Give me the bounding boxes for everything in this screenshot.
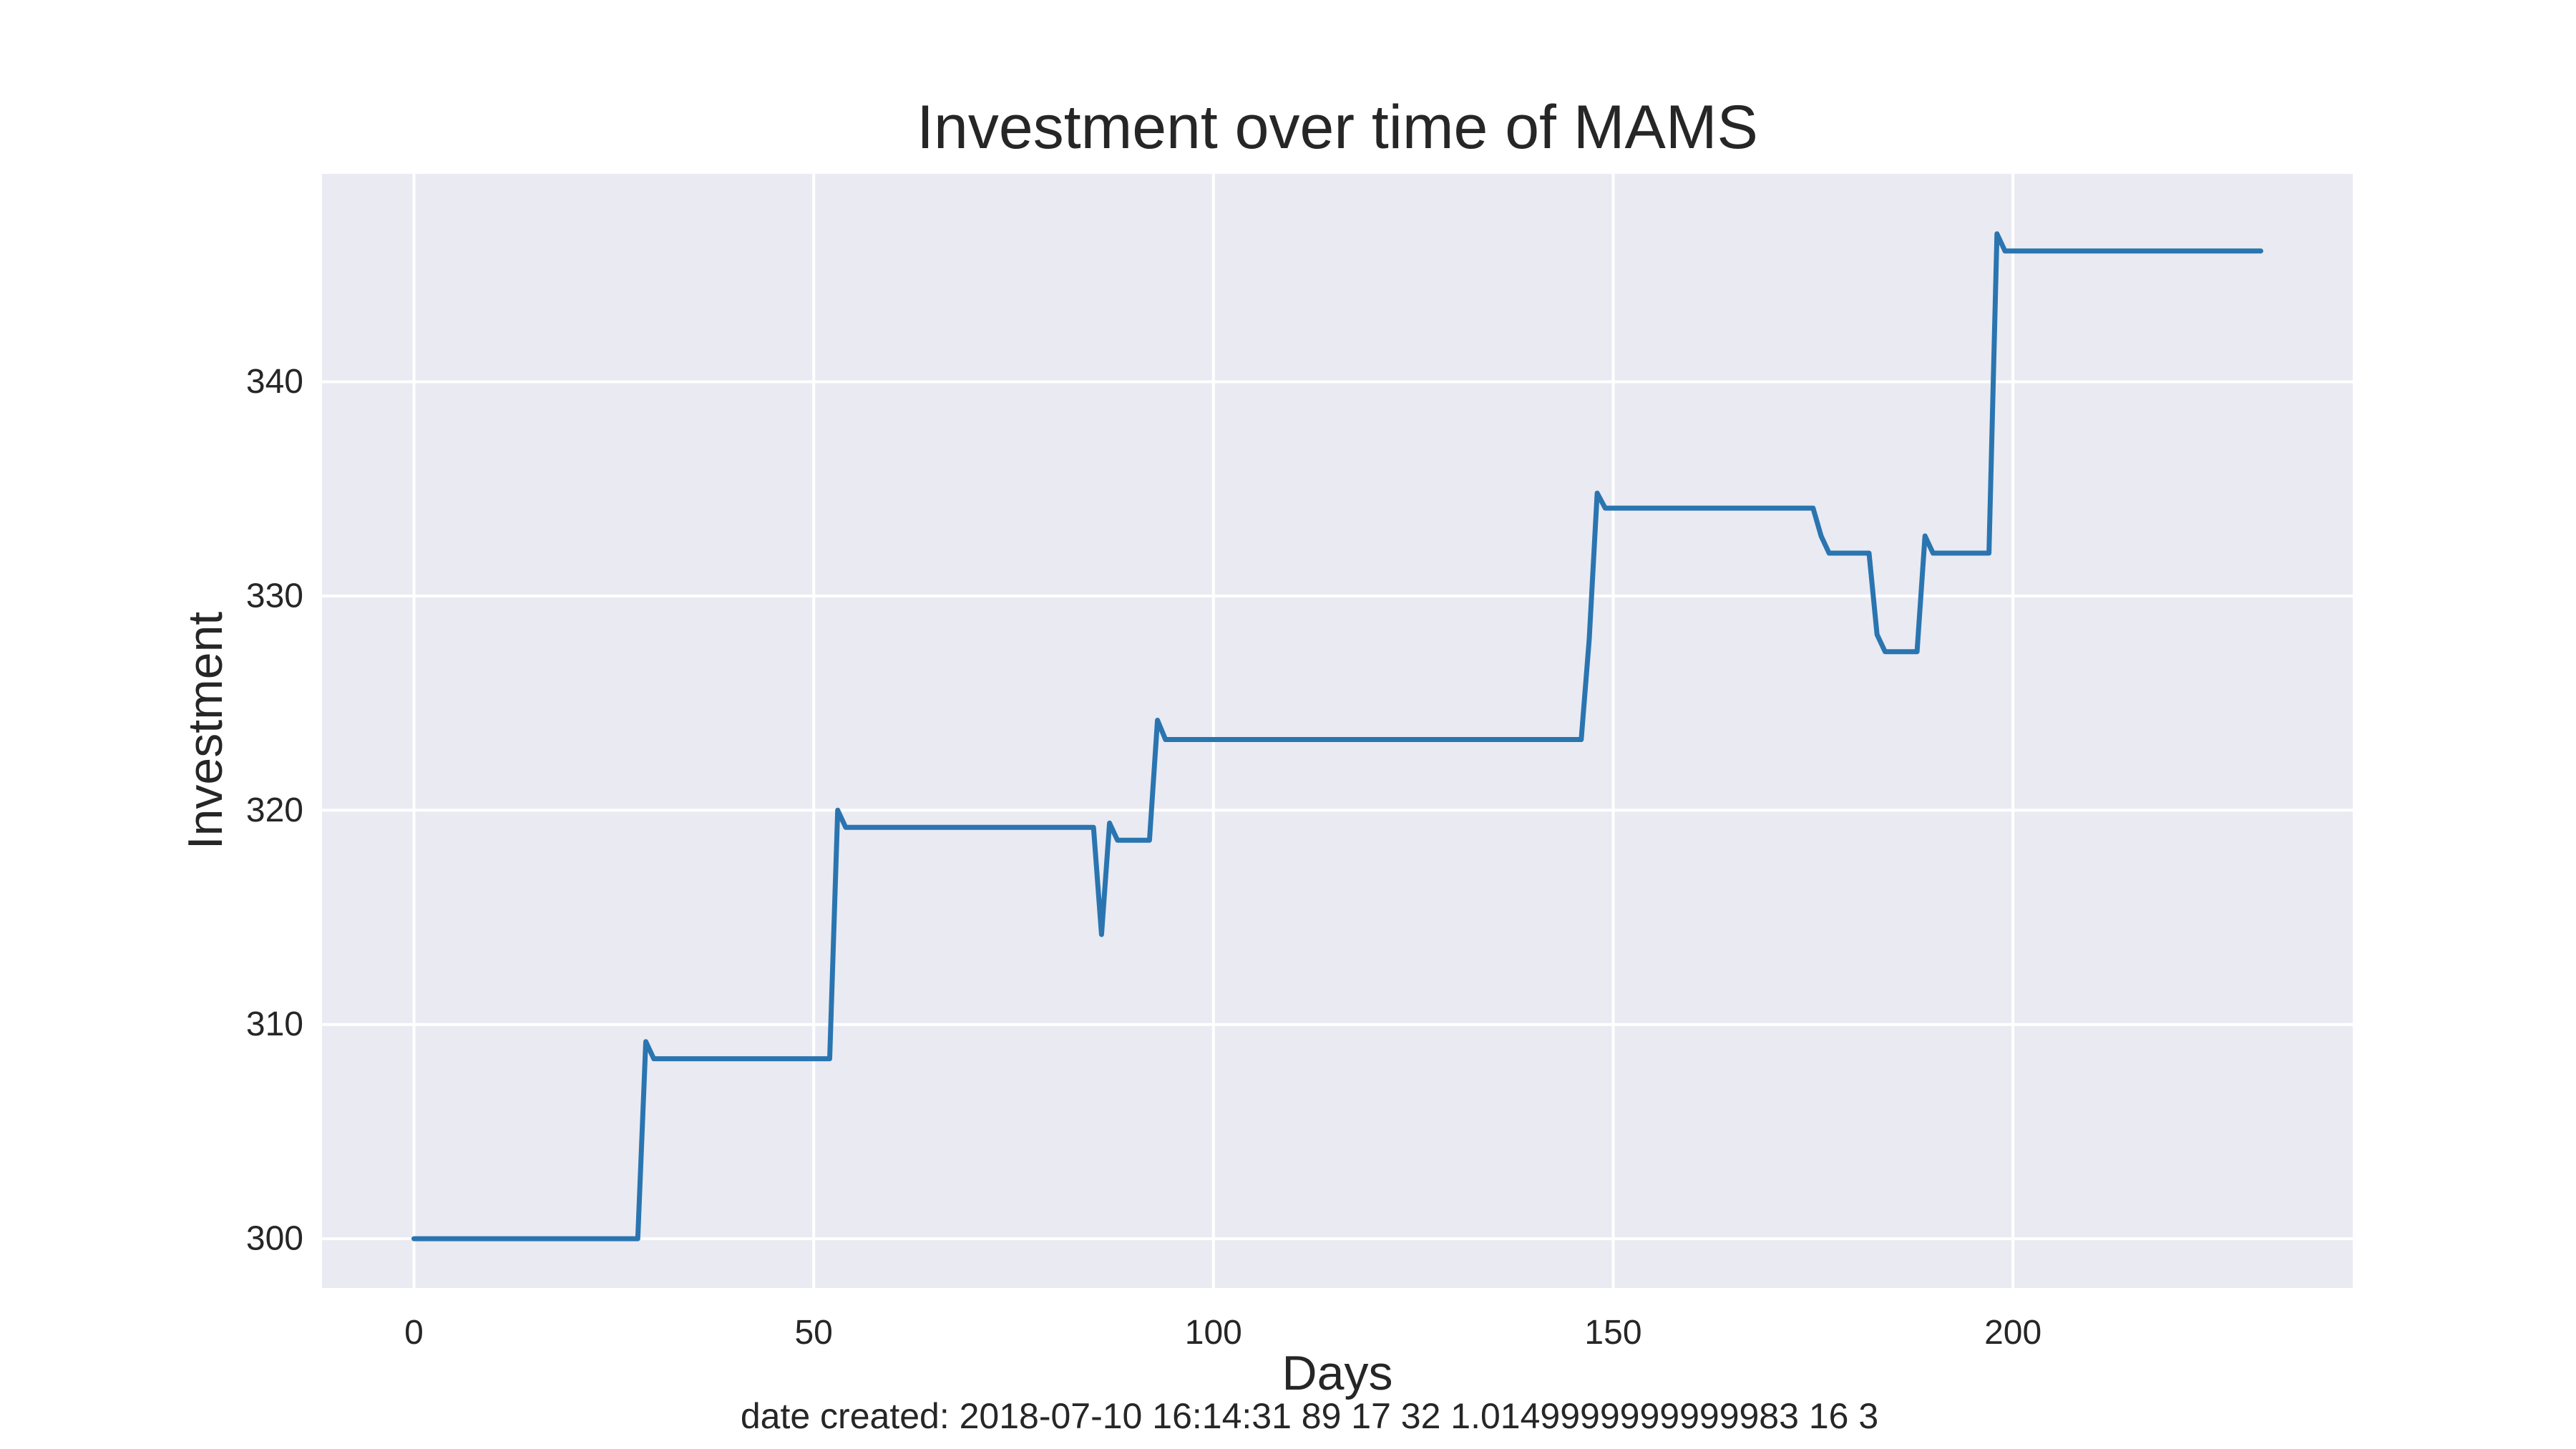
y-tick-label: 300 xyxy=(246,1220,303,1258)
x-tick-label: 100 xyxy=(1185,1314,1242,1352)
y-tick-label: 310 xyxy=(246,1005,303,1043)
x-axis-label: Days xyxy=(1282,1346,1393,1400)
investment-series-line xyxy=(411,231,2263,1241)
chart-title: Investment over time of MAMS xyxy=(917,93,1758,162)
y-tick-label: 340 xyxy=(246,363,303,401)
y-tick-label: 330 xyxy=(246,577,303,615)
x-tick-label: 150 xyxy=(1584,1314,1641,1352)
x-tick-label: 50 xyxy=(794,1314,832,1352)
grid-lines xyxy=(322,174,2353,1288)
y-tick-labels: 300 310 320 330 340 xyxy=(246,363,303,1258)
plot-background xyxy=(322,174,2353,1288)
y-tick-label: 320 xyxy=(246,791,303,829)
x-tick-labels: 0 50 100 150 200 xyxy=(404,1314,2041,1352)
x-tick-label: 0 xyxy=(404,1314,424,1352)
x-tick-label: 200 xyxy=(1984,1314,2041,1352)
y-axis-label: Investment xyxy=(178,612,233,850)
series-layer xyxy=(411,231,2263,1241)
date-created-footer: date created: 2018-07-10 16:14:31 89 17 … xyxy=(741,1396,1878,1436)
